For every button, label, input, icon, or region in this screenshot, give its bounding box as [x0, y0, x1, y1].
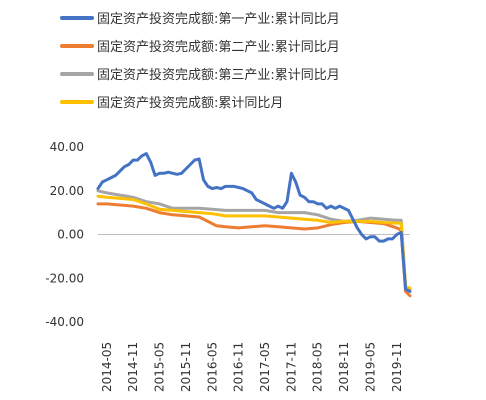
x-tick-label: 2015-05	[153, 342, 167, 392]
x-tick-label: 2019-11	[390, 342, 404, 392]
legend: 固定资产投资完成额:第一产业:累计同比月固定资产投资完成额:第二产业:累计同比月…	[60, 11, 340, 111]
series-layer	[96, 152, 412, 298]
y-tick-label: 0.00	[57, 228, 84, 242]
y-tick-label: 40.00	[50, 140, 84, 154]
legend-label: 固定资产投资完成额:累计同比月	[97, 95, 283, 111]
x-tick-label: 2015-11	[179, 342, 193, 392]
x-tick-label: 2014-05	[100, 342, 114, 392]
series-line	[96, 202, 412, 298]
x-axis: 2014-05 2014-11 2015-05 2015-11 2016-05 2016-…	[98, 234, 410, 392]
legend-label: 固定资产投资完成额:第一产业:累计同比月	[97, 11, 340, 27]
y-tick-label: -40.00	[45, 315, 84, 329]
x-tick-label: 2018-05	[311, 342, 325, 392]
series-line	[96, 152, 412, 293]
y-tick-label: 20.00	[50, 184, 84, 198]
x-tick-label: 2017-05	[258, 342, 272, 392]
legend-item: 固定资产投资完成额:第三产业:累计同比月	[60, 67, 340, 83]
legend-label: 固定资产投资完成额:第二产业:累计同比月	[97, 39, 340, 55]
x-tick-label: 2016-05	[205, 342, 219, 392]
series-line	[96, 189, 412, 291]
x-tick-label: 2017-11	[284, 342, 298, 392]
y-axis: 40.00 20.00 0.00 -20.00 -40.00	[45, 140, 84, 329]
x-tick-label: 2018-11	[337, 342, 351, 392]
x-tick-label: 2014-11	[126, 342, 140, 392]
legend-item: 固定资产投资完成额:累计同比月	[60, 95, 283, 111]
legend-item: 固定资产投资完成额:第一产业:累计同比月	[60, 11, 340, 27]
legend-item: 固定资产投资完成额:第二产业:累计同比月	[60, 39, 340, 55]
x-tick-label: 2016-11	[232, 342, 246, 392]
y-tick-label: -20.00	[45, 271, 84, 285]
x-tick-label: 2019-05	[363, 342, 377, 392]
series-line	[96, 194, 412, 290]
legend-label: 固定资产投资完成额:第三产业:累计同比月	[97, 67, 340, 83]
